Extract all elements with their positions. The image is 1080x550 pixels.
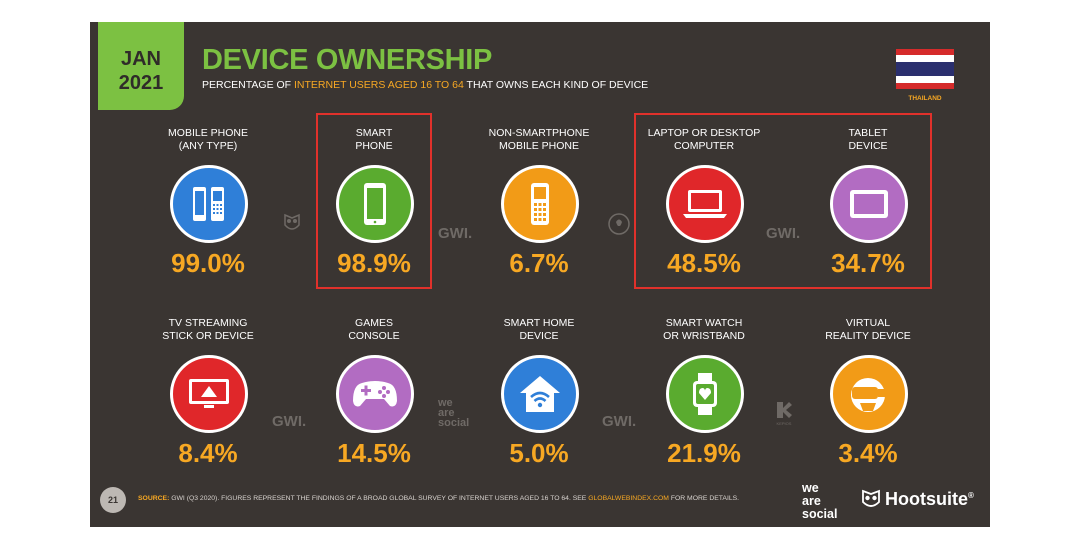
smartphone-icon [360, 181, 390, 227]
chart-subtitle: PERCENTAGE OF INTERNET USERS AGED 16 TO … [202, 79, 648, 91]
device-icon-circle [501, 355, 579, 433]
gwi-watermark: GWI. [438, 225, 473, 242]
hootsuite-wordmark: Hootsuite [885, 489, 968, 509]
subtitle-post: THAT OWNS EACH KIND OF DEVICE [463, 79, 649, 91]
device-label: SMART HOME DEVICE [503, 317, 575, 342]
device-icon-circle [336, 355, 414, 433]
device-value: 98.9% [337, 248, 411, 278]
brand1-line1: we [802, 481, 819, 495]
gwi-watermark: GWI. [602, 413, 637, 430]
hootsuite-registered-mark: ® [968, 491, 974, 500]
highlight-box-smartphone [316, 113, 432, 289]
device-value: 21.9% [667, 438, 741, 468]
we-are-social-logo: we are social [802, 482, 837, 521]
device-label: SMART WATCH OR WRISTBAND [663, 317, 745, 342]
laptop-icon [680, 187, 730, 221]
brand1-line3: social [802, 507, 838, 521]
source-link[interactable]: GLOBALWEBINDEX.COM [588, 495, 669, 502]
source-end: FOR MORE DETAILS. [668, 495, 740, 502]
owl-watermark-icon [284, 213, 300, 230]
device-value: 5.0% [509, 438, 569, 468]
tablet-icon [847, 187, 891, 221]
device-label: NON-SMARTPHONE MOBILE PHONE [488, 127, 590, 152]
device-cell: SMART PHONE 98.9% [308, 127, 440, 287]
country-label: THAILAND [908, 95, 942, 102]
subtitle-highlight: INTERNET USERS AGED 16 TO 64 [293, 79, 464, 91]
device-cell: TV STREAMING STICK OR DEVICE 8.4% [142, 317, 274, 477]
tv-streaming-icon [186, 376, 232, 412]
subtitle-pre: PERCENTAGE OF [202, 79, 294, 91]
device-label: MOBILE PHONE (ANY TYPE) [168, 127, 248, 152]
device-label: TABLET DEVICE [848, 127, 888, 152]
device-icon-circle [830, 165, 908, 243]
device-icon-circle [336, 165, 414, 243]
device-value: 34.7% [831, 248, 905, 278]
device-value: 3.4% [838, 438, 898, 468]
device-icon-circle [170, 355, 248, 433]
source-note: SOURCE: GWI (Q3 2020). FIGURES REPRESENT… [138, 495, 739, 502]
device-value: 6.7% [509, 248, 569, 278]
device-label: VIRTUAL REALITY DEVICE [825, 317, 911, 342]
device-cell: GAMES CONSOLE 14.5% [308, 317, 440, 477]
brand1-line2: are [802, 494, 821, 508]
device-value: 48.5% [667, 248, 741, 278]
device-value: 99.0% [171, 248, 245, 278]
chart-title: DEVICE OWNERSHIP [202, 44, 493, 76]
thailand-flag-icon [896, 49, 954, 89]
device-label: SMART PHONE [355, 127, 393, 152]
device-value: 8.4% [178, 438, 238, 468]
mobile-phones-icon [185, 184, 233, 224]
game-controller-icon [350, 377, 400, 411]
kepios-logo-icon [777, 402, 792, 418]
gwi-watermark: GWI. [272, 413, 307, 430]
gwi-watermark: GWI. [766, 225, 801, 242]
device-icon-circle [666, 165, 744, 243]
device-cell: NON-SMARTPHONE MOBILE PHONE 6.7% [473, 127, 605, 287]
device-label: TV STREAMING STICK OR DEVICE [162, 317, 254, 342]
kepios-watermark: KEPIOS [774, 400, 794, 426]
date-tab: JAN 2021 [98, 22, 184, 110]
kepios-label: KEPIOS [776, 421, 792, 426]
device-icon-circle [170, 165, 248, 243]
device-cell: SMART HOME DEVICE 5.0% [473, 317, 605, 477]
device-label: GAMES CONSOLE [348, 317, 400, 342]
lightbulb-watermark-icon [608, 213, 630, 235]
date-year: 2021 [118, 72, 164, 94]
device-icon-circle [501, 165, 579, 243]
device-cell: VIRTUAL REALITY DEVICE 3.4% [802, 317, 934, 477]
device-icon-circle [830, 355, 908, 433]
date-month: JAN [120, 48, 161, 70]
source-text: GWI (Q3 2020). FIGURES REPRESENT THE FIN… [169, 495, 589, 502]
smart-home-icon [517, 373, 563, 415]
device-icon-circle [666, 355, 744, 433]
feature-phone-icon [527, 181, 553, 227]
source-key: SOURCE: [138, 495, 170, 502]
device-cell: TABLET DEVICE 34.7% [802, 127, 934, 287]
device-label: LAPTOP OR DESKTOP COMPUTER [647, 127, 761, 152]
device-value: 14.5% [337, 438, 411, 468]
hootsuite-owl-icon [862, 489, 880, 507]
device-cell: MOBILE PHONE (ANY TYPE) 99.0% [142, 127, 274, 287]
page-number: 21 [100, 487, 126, 513]
highlight-box-computers [634, 113, 932, 289]
hootsuite-logo: Hootsuite® [885, 489, 974, 510]
slide: JAN 2021 DEVICE OWNERSHIP PERCENTAGE OF … [90, 22, 990, 527]
device-cell: SMART WATCH OR WRISTBAND 21.9% [638, 317, 770, 477]
smartwatch-icon [688, 371, 722, 417]
we-are-social-watermark: we are social [438, 397, 470, 429]
vr-headset-icon [846, 373, 892, 415]
device-cell: LAPTOP OR DESKTOP COMPUTER 48.5% [638, 127, 770, 287]
